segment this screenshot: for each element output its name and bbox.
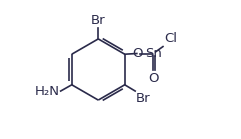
Text: Br: Br [91,14,106,27]
Text: Cl: Cl [164,32,177,45]
Text: Br: Br [136,92,150,105]
Text: O: O [149,72,159,85]
Text: O: O [133,47,143,60]
Text: Sn: Sn [146,47,162,60]
Text: H₂N: H₂N [34,85,59,98]
